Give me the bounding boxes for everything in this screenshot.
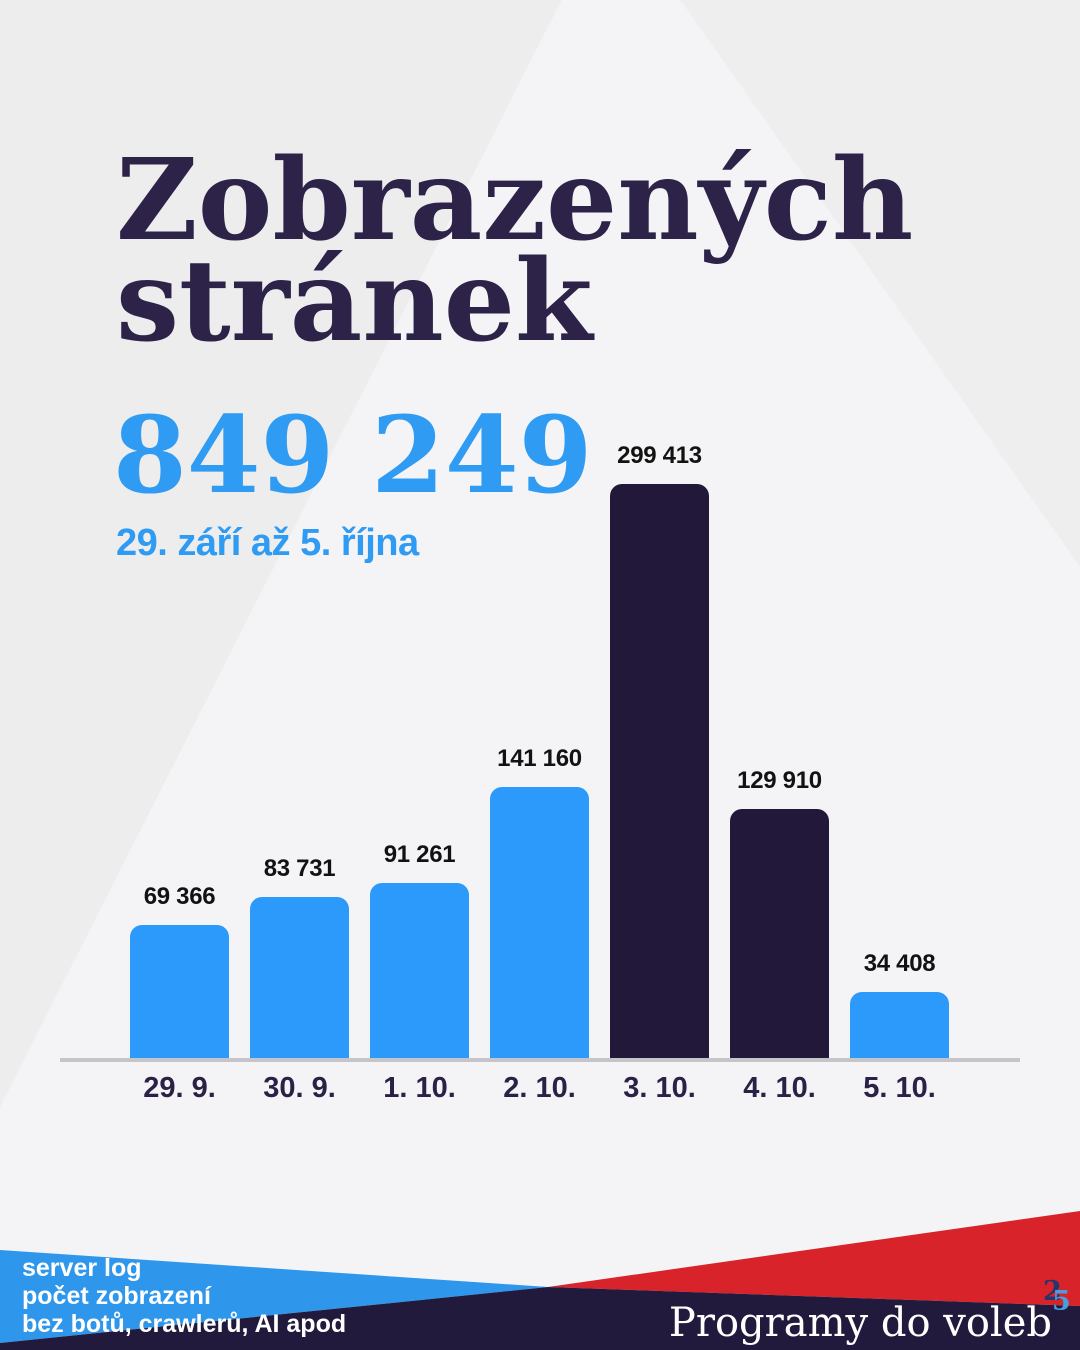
- data-source-note: server log počet zobrazení bez botů, cra…: [22, 1254, 346, 1338]
- bar-value-label: 91 261: [383, 841, 456, 868]
- bar-value-label: 141 160: [497, 745, 582, 772]
- elections-25-logo: 2 5: [1040, 1272, 1080, 1322]
- bar: [130, 925, 229, 1058]
- footer-ribbons: [0, 1211, 1080, 1350]
- bar-value-label: 299 413: [617, 442, 702, 469]
- source-line: server log: [22, 1254, 142, 1282]
- bar: [730, 809, 829, 1058]
- x-axis-line: [60, 1058, 1020, 1062]
- bar: [250, 897, 349, 1058]
- footer-red-ribbon: [548, 1211, 1080, 1306]
- bar-category-label: 5. 10.: [863, 1072, 936, 1104]
- footer-blue-ribbon: [0, 1250, 548, 1343]
- bar-category-label: 30. 9.: [263, 1072, 336, 1104]
- bar: [370, 883, 469, 1058]
- bar: [490, 787, 589, 1058]
- source-line: bez botů, crawlerů, AI apod: [22, 1310, 347, 1338]
- total-pageviews-value: 849 249: [113, 392, 593, 517]
- bar-value-label: 129 910: [737, 767, 822, 794]
- bar: [610, 484, 709, 1058]
- page-title-line2: stránek: [116, 236, 593, 367]
- page-title-line1: Zobrazených: [116, 135, 914, 266]
- bar: [850, 992, 949, 1058]
- bar-value-label: 34 408: [863, 950, 936, 977]
- source-line: počet zobrazení: [22, 1282, 211, 1310]
- logo-digit-5: 5: [1052, 1286, 1071, 1317]
- date-range-label: 29. září až 5. října: [116, 522, 419, 564]
- bar-value-label: 69 366: [143, 883, 216, 910]
- bar-category-label: 1. 10.: [383, 1072, 456, 1104]
- page-title: Zobrazených stránek: [116, 135, 914, 367]
- footer-navy-ribbon: [0, 1287, 1080, 1350]
- brand-title: Programy do voleb: [668, 1300, 1052, 1346]
- logo-digit-2: 2: [1043, 1276, 1062, 1307]
- bar-category-label: 29. 9.: [143, 1072, 216, 1104]
- bar-category-label: 4. 10.: [743, 1072, 816, 1104]
- bar-category-label: 3. 10.: [623, 1072, 696, 1104]
- bar-category-label: 2. 10.: [503, 1072, 576, 1104]
- bar-value-label: 83 731: [263, 855, 336, 882]
